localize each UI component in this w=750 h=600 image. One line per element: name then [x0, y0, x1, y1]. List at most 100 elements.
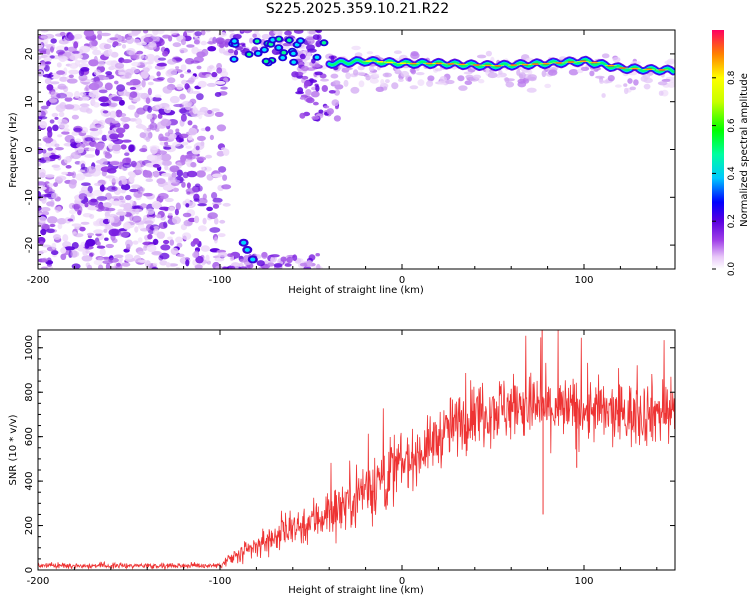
- noise-blob: [84, 202, 89, 208]
- early-signal-core: [291, 60, 297, 64]
- noise-blob: [50, 199, 55, 208]
- noise-blob: [38, 55, 42, 60]
- noise-blob: [108, 216, 115, 224]
- noise-blob: [110, 51, 119, 58]
- noise-blob: [38, 205, 42, 211]
- noise-blob: [151, 113, 157, 120]
- noise-blob: [77, 97, 83, 101]
- x-tick-label: -100: [209, 576, 232, 587]
- noise-blob: [67, 218, 74, 222]
- spectrogram-y-axis: -20 -10 0 10 20: [24, 34, 675, 265]
- noise-blob: [153, 226, 160, 230]
- noise-blob: [253, 30, 260, 34]
- colorbar-tick-label: 0.0: [727, 262, 737, 277]
- noise-blob: [52, 234, 61, 240]
- noise-blob: [185, 58, 195, 65]
- early-signal-core: [281, 50, 287, 55]
- noise-blob: [187, 87, 194, 95]
- noise-blob: [129, 86, 137, 90]
- noise-blob: [116, 84, 126, 92]
- noise-blob: [46, 48, 51, 55]
- noise-blob: [151, 96, 162, 102]
- colorbar: [712, 30, 724, 269]
- noise-blob: [141, 71, 149, 79]
- early-signal-core: [276, 37, 282, 41]
- y-tick-label: 400: [24, 472, 35, 491]
- halo-blob: [382, 86, 388, 91]
- noise-blob: [284, 30, 292, 36]
- noise-blob: [106, 168, 117, 174]
- noise-blob: [65, 165, 72, 169]
- noise-blob: [161, 172, 172, 177]
- noise-blob: [73, 233, 84, 238]
- noise-blob: [121, 139, 132, 143]
- noise-blob: [86, 165, 96, 174]
- noise-blob: [210, 75, 219, 80]
- noise-blob: [105, 243, 115, 249]
- noise-blob: [49, 154, 60, 160]
- noise-blob: [104, 151, 111, 156]
- snr-series-line: [38, 330, 675, 570]
- noise-blob: [95, 159, 104, 164]
- halo-blob: [548, 69, 558, 76]
- noise-blob: [144, 128, 151, 134]
- noise-blob: [112, 41, 119, 47]
- noise-blob: [197, 111, 206, 115]
- early-signal-core: [280, 56, 286, 60]
- noise-blob: [146, 154, 158, 162]
- halo-blob: [391, 82, 399, 90]
- halo-blob: [357, 65, 365, 71]
- noise-blob: [252, 33, 257, 38]
- noise-blob: [104, 82, 113, 91]
- noise-blob: [157, 57, 167, 61]
- noise-blob: [178, 138, 185, 143]
- noise-blob: [98, 97, 108, 102]
- noise-blob: [99, 184, 105, 192]
- noise-blob: [206, 206, 214, 212]
- halo-blob: [373, 73, 379, 78]
- low-cluster-core: [244, 247, 250, 252]
- x-tick-label: 100: [574, 275, 593, 286]
- halo-blob: [351, 45, 361, 51]
- noise-blob: [125, 239, 133, 248]
- noise-blob: [224, 41, 229, 48]
- noise-blob: [192, 251, 199, 258]
- noise-blob: [161, 160, 172, 167]
- noise-blob: [111, 96, 123, 102]
- noise-blob: [139, 187, 146, 192]
- noise-blob: [214, 257, 225, 262]
- noise-blob: [113, 254, 124, 259]
- noise-blob: [222, 174, 228, 181]
- noise-blob: [39, 172, 46, 179]
- noise-blob: [120, 144, 127, 150]
- noise-blob: [44, 156, 51, 161]
- noise-blob: [149, 57, 154, 65]
- noise-blob: [40, 228, 47, 236]
- noise-blob: [180, 38, 187, 46]
- noise-blob: [242, 30, 253, 34]
- noise-blob: [55, 104, 66, 113]
- noise-blob: [214, 111, 224, 117]
- smear-blob: [311, 115, 320, 120]
- noise-blob: [40, 105, 49, 110]
- noise-blob: [184, 102, 192, 111]
- noise-blob: [169, 95, 180, 104]
- noise-blob: [39, 241, 44, 246]
- halo-blob: [504, 77, 510, 83]
- noise-blob: [43, 137, 54, 143]
- noise-blob: [148, 41, 157, 48]
- noise-blob: [218, 166, 227, 173]
- noise-blob: [167, 58, 177, 65]
- noise-blob: [58, 123, 70, 129]
- noise-blob: [46, 228, 55, 234]
- halo-blob: [601, 53, 610, 59]
- smear-blob: [323, 105, 330, 109]
- noise-blob: [179, 73, 185, 78]
- noise-blob: [316, 263, 321, 269]
- noise-blob: [213, 236, 218, 244]
- noise-blob: [156, 71, 161, 77]
- noise-blob: [73, 41, 79, 49]
- noise-blob: [205, 30, 211, 33]
- noise-blob: [217, 233, 226, 238]
- noise-blob: [191, 90, 201, 95]
